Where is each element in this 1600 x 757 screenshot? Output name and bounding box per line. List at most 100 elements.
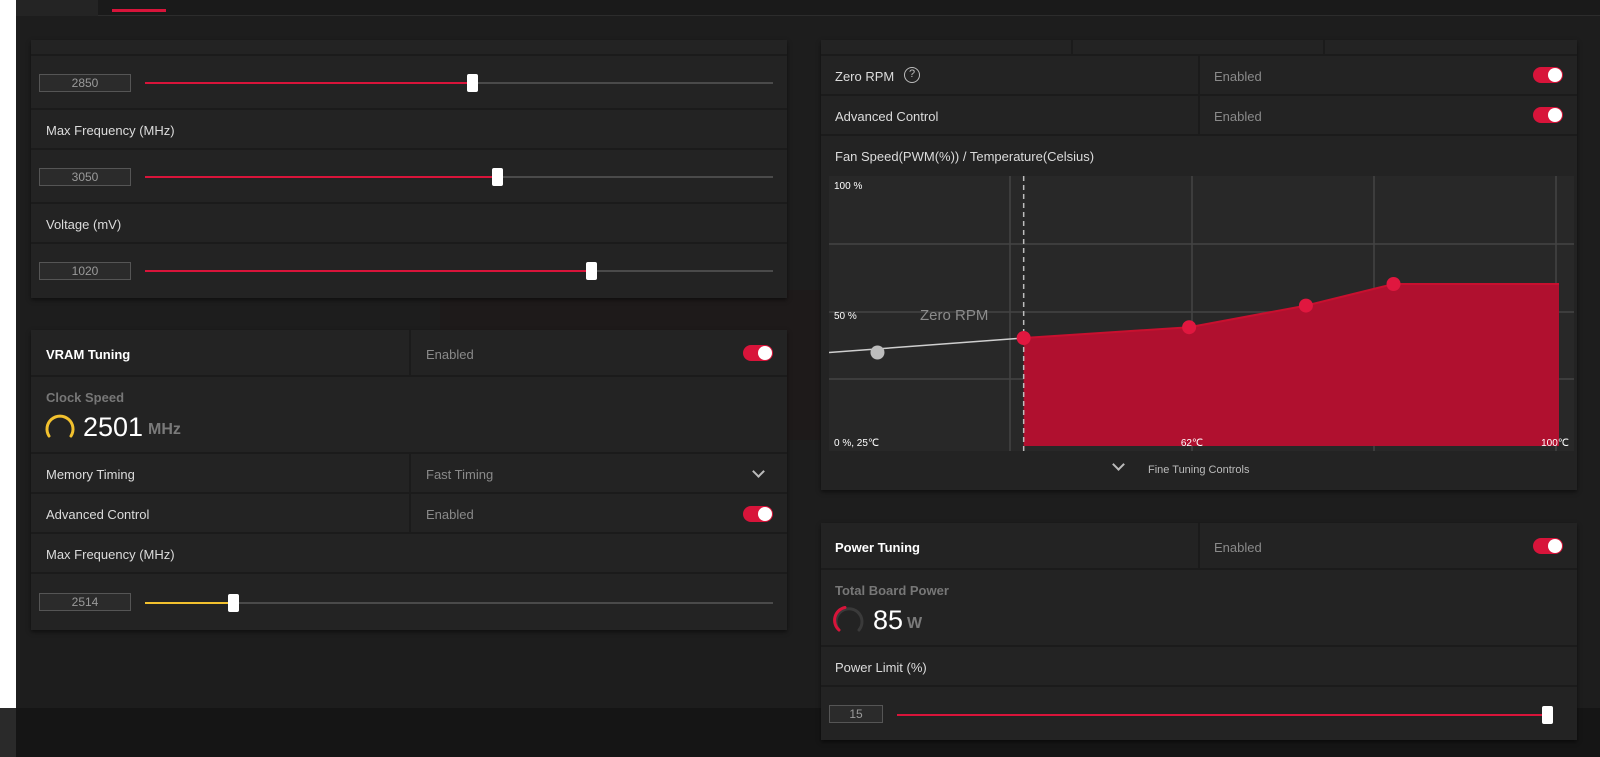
fan-curve-point[interactable]	[1386, 277, 1401, 291]
x-tick-label: 62℃	[1181, 438, 1203, 449]
min-frequency-slider[interactable]	[145, 74, 773, 92]
fan-curve-point[interactable]	[1016, 331, 1031, 345]
clock-speed-value: 2501	[83, 412, 144, 442]
vram-tuning-status: Enabled	[426, 347, 474, 362]
vram-advanced-toggle[interactable]	[743, 506, 773, 522]
vram-advanced-status: Enabled	[426, 507, 474, 522]
fan-advanced-status: Enabled	[1214, 109, 1262, 124]
fan-chart-title: Fan Speed(PWM(%)) / Temperature(Celsius)	[835, 149, 1095, 164]
voltage-label: Voltage (mV)	[46, 217, 122, 232]
vram-tuning-toggle[interactable]	[743, 345, 773, 361]
vram-tuning-panel: VRAM Tuning Enabled Clock Speed 2501 MHz…	[31, 330, 787, 630]
row-power-limit-label: Power Limit (%)	[821, 647, 1577, 687]
row-max-frequency-label: Max Frequency (MHz)	[31, 110, 787, 150]
total-board-power-label: Total Board Power	[835, 583, 949, 598]
row-fan-advanced: Advanced Control Enabled	[821, 96, 1577, 136]
clock-gauge-icon	[45, 414, 75, 438]
fan-curve-points[interactable]	[1016, 277, 1401, 345]
fan-tuning-panel: Zero RPM ? Enabled Advanced Control Enab…	[821, 40, 1577, 490]
fine-tuning-label[interactable]: Fine Tuning Controls	[1148, 464, 1250, 476]
row-voltage-label: Voltage (mV)	[31, 204, 787, 244]
min-frequency-fill	[145, 82, 472, 84]
fine-tuning-row[interactable]: Fine Tuning Controls	[821, 451, 1577, 490]
origin-label: 0 %, 25℃	[834, 438, 879, 449]
total-board-power-unit: W	[907, 615, 923, 632]
power-limit-value[interactable]: 15	[829, 705, 883, 723]
power-gauge-icon	[833, 606, 864, 632]
memory-timing-dropdown[interactable]: Fast Timing	[426, 467, 494, 482]
fan-curve-svg[interactable]: 100 % 50 % 0 %, 25℃ 62℃ 100℃ Zero RPM	[829, 176, 1574, 451]
fan-curve-area	[1023, 284, 1559, 446]
x-tick-label: 100℃	[1541, 438, 1569, 449]
fan-advanced-toggle[interactable]	[1533, 107, 1563, 123]
row-voltage: 1020	[31, 244, 787, 298]
clock-speed-unit: MHz	[148, 421, 181, 438]
fan-curve-point[interactable]	[1182, 320, 1197, 335]
power-tuning-status: Enabled	[1214, 540, 1262, 555]
chevron-down-icon[interactable]	[1112, 458, 1125, 471]
active-tab-indicator	[112, 9, 166, 12]
max-frequency-label: Max Frequency (MHz)	[46, 123, 175, 138]
right-gutter	[1574, 16, 1600, 708]
power-limit-slider[interactable]	[897, 706, 1553, 724]
power-limit-fill	[897, 714, 1547, 716]
max-frequency-thumb[interactable]	[491, 168, 503, 186]
power-tuning-panel: Power Tuning Enabled Total Board Power 8…	[821, 523, 1577, 740]
voltage-thumb[interactable]	[585, 262, 597, 280]
power-limit-thumb[interactable]	[1542, 706, 1553, 724]
max-frequency-value[interactable]: 3050	[39, 168, 131, 186]
row-clipped-header	[31, 40, 787, 56]
max-frequency-slider[interactable]	[145, 168, 773, 186]
row-zero-rpm: Zero RPM ? Enabled	[821, 56, 1577, 96]
vram-tuning-title: VRAM Tuning	[46, 347, 131, 362]
power-tuning-title: Power Tuning	[835, 540, 920, 555]
clock-speed-label: Clock Speed	[46, 390, 125, 405]
fan-advanced-label: Advanced Control	[835, 109, 939, 124]
vram-max-frequency-fill	[145, 602, 233, 604]
zero-rpm-label: Zero RPM	[835, 69, 895, 84]
chevron-down-icon[interactable]	[752, 465, 765, 478]
row-board-power: Total Board Power 85 W	[821, 570, 1577, 647]
power-limit-label: Power Limit (%)	[835, 660, 927, 675]
zero-rpm-point[interactable]	[870, 345, 885, 360]
zero-rpm-annotation: Zero RPM	[920, 307, 988, 324]
power-tuning-toggle[interactable]	[1533, 538, 1563, 554]
top-tab-bar	[16, 0, 1600, 16]
fan-curve-chart[interactable]: 100 % 50 % 0 %, 25℃ 62℃ 100℃ Zero RPM	[829, 176, 1574, 451]
window-edge	[0, 0, 16, 708]
help-icon[interactable]: ?	[904, 67, 920, 83]
y-tick-label: 100 %	[834, 181, 862, 192]
min-frequency-value[interactable]: 2850	[39, 74, 131, 92]
vram-advanced-label: Advanced Control	[46, 507, 150, 522]
memory-timing-label: Memory Timing	[46, 467, 135, 482]
row-vram-header: VRAM Tuning Enabled	[31, 330, 787, 377]
fan-curve-point[interactable]	[1298, 298, 1313, 313]
min-frequency-thumb[interactable]	[466, 74, 478, 92]
row-vram-max: 2514	[31, 574, 787, 630]
vram-max-frequency-thumb[interactable]	[227, 594, 239, 612]
top-tab[interactable]	[16, 0, 98, 16]
voltage-slider[interactable]	[145, 262, 773, 280]
gpu-tuning-panel: 2850 Max Frequency (MHz) 3050 Voltage (m…	[31, 40, 787, 298]
vram-max-frequency-label: Max Frequency (MHz)	[46, 547, 175, 562]
total-board-power-value: 85	[873, 605, 904, 635]
voltage-value[interactable]: 1020	[39, 262, 131, 280]
row-memory-timing: Memory Timing Fast Timing	[31, 454, 787, 494]
row-min-frequency: 2850	[31, 56, 787, 110]
zero-rpm-line	[829, 337, 1024, 354]
zero-rpm-toggle[interactable]	[1533, 67, 1563, 83]
row-clock-speed: Clock Speed 2501 MHz	[31, 377, 787, 454]
row-power-limit: 15	[821, 687, 1577, 740]
zero-rpm-status: Enabled	[1214, 69, 1262, 84]
row-clipped-header	[821, 40, 1577, 56]
vram-max-frequency-slider[interactable]	[145, 594, 773, 612]
row-fan-chart-title: Fan Speed(PWM(%)) / Temperature(Celsius)	[821, 136, 1577, 176]
row-power-header: Power Tuning Enabled	[821, 523, 1577, 570]
row-max-frequency: 3050	[31, 150, 787, 204]
vram-max-frequency-value[interactable]: 2514	[39, 593, 131, 611]
row-vram-advanced: Advanced Control Enabled	[31, 494, 787, 534]
y-tick-label: 50 %	[834, 311, 857, 322]
voltage-fill	[145, 270, 591, 272]
max-frequency-fill	[145, 176, 497, 178]
row-vram-max-label: Max Frequency (MHz)	[31, 534, 787, 574]
